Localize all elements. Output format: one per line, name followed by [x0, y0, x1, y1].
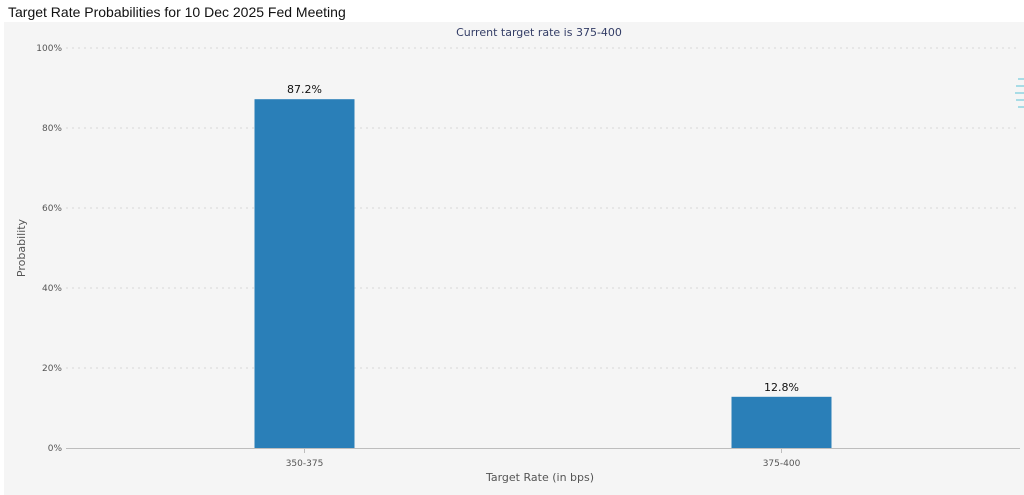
chart-subtitle: Current target rate is 375-400	[456, 26, 622, 39]
bar	[731, 396, 832, 448]
x-tick-label: 350-375	[286, 459, 324, 469]
y-axis-title: Probability	[15, 218, 28, 277]
x-axis-title: Target Rate (in bps)	[485, 471, 594, 484]
page-title: Target Rate Probabilities for 10 Dec 202…	[8, 4, 346, 20]
y-tick-label: 60%	[42, 204, 62, 214]
x-tick-label: 375-400	[763, 459, 801, 469]
bar-chart: Current target rate is 375-400 0% 20% 40% 60…	[15, 26, 1020, 484]
y-tick-label: 20%	[42, 364, 62, 374]
y-tick-label: 80%	[42, 124, 62, 134]
bar-data-label: 87.2%	[287, 83, 322, 96]
bar	[254, 99, 355, 448]
partial-edge-icon	[1014, 75, 1024, 113]
y-tick-label: 100%	[36, 44, 62, 54]
chart-panel: Current target rate is 375-400 0% 20% 40% 60…	[4, 22, 1024, 495]
y-tick-label: 40%	[42, 284, 62, 294]
y-tick-label: 0%	[48, 444, 63, 454]
bar-data-label: 12.8%	[764, 381, 799, 394]
